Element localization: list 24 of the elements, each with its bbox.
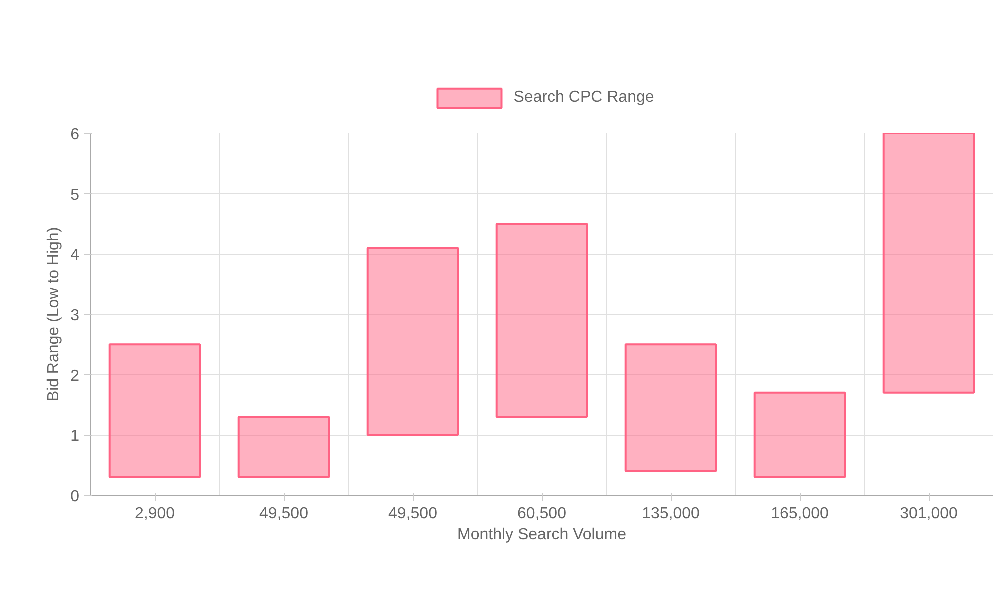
bar (624, 344, 718, 472)
bar (882, 134, 976, 394)
y-tick-label: 6 (70, 126, 80, 144)
y-tick-label: 5 (70, 186, 80, 204)
bar (238, 416, 330, 478)
y-tick-label: 4 (70, 247, 80, 264)
bar (496, 223, 588, 418)
y-tick-label: 0 (70, 488, 80, 506)
x-tick-label: 135,000 (642, 506, 700, 522)
y-tick-label: 1 (70, 428, 80, 446)
bar (108, 344, 202, 478)
legend-label: Search CPC Range (514, 89, 654, 107)
x-tick-label: 49,500 (260, 506, 309, 522)
y-tick-label: 3 (70, 308, 80, 324)
y-axis-title: Bid Range (Low to High) (46, 227, 63, 402)
x-tick-label: 60,500 (518, 506, 567, 522)
bar (754, 392, 846, 478)
x-tick-label: 2,900 (134, 506, 176, 522)
bar (366, 247, 460, 436)
x-axis-title: Monthly Search Volume (458, 526, 627, 544)
x-tick-label: 165,000 (771, 506, 830, 522)
x-tick-label: 49,500 (388, 506, 438, 522)
y-tick-label: 2 (70, 368, 80, 385)
x-tick-label: 301,000 (900, 506, 958, 522)
